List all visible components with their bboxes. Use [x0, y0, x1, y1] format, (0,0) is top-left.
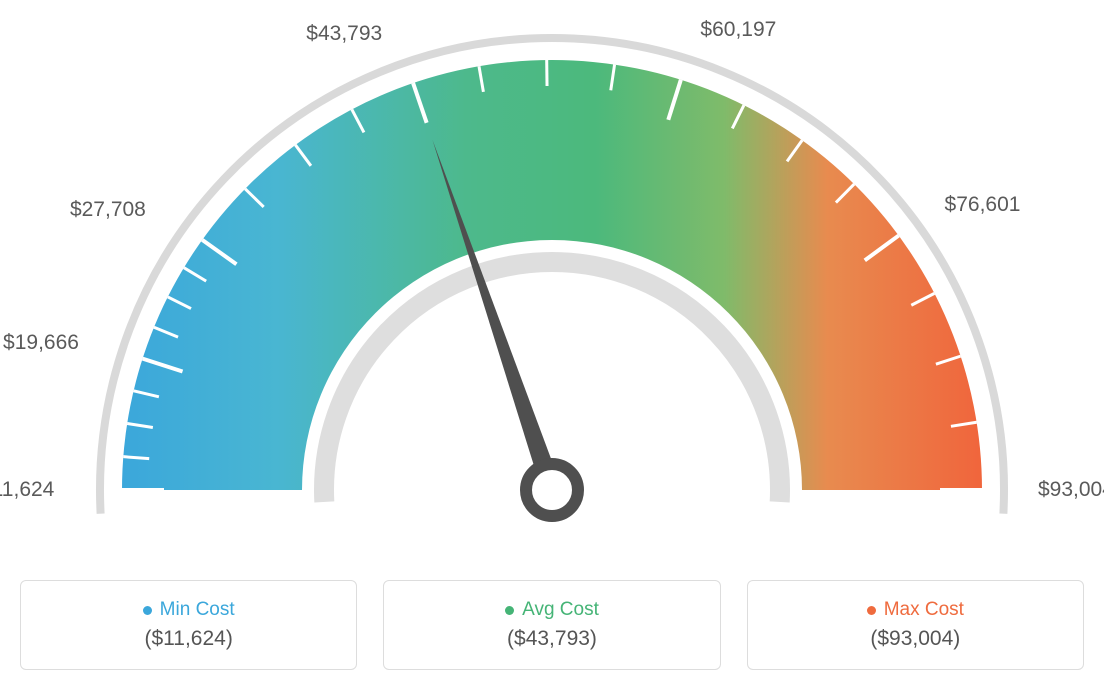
gauge-tick-label: $60,197: [700, 18, 776, 42]
legend-label: Avg Cost: [522, 599, 599, 621]
legend-box-max: Max Cost ($93,004): [747, 580, 1084, 670]
cost-gauge-container: $11,624 $19,666 $27,708 $43,793 $60,197 $76,6…: [0, 0, 1104, 690]
legend-value: ($43,793): [507, 627, 597, 651]
legend-title-min: Min Cost: [143, 599, 235, 621]
legend-title-max: Max Cost: [867, 599, 964, 621]
legend-row: Min Cost ($11,624) Avg Cost ($43,793) Ma…: [0, 572, 1104, 690]
dot-icon: [505, 606, 514, 615]
legend-label: Min Cost: [160, 599, 235, 621]
legend-label: Max Cost: [884, 599, 964, 621]
gauge-tick-label: $27,708: [70, 198, 146, 222]
legend-value: ($93,004): [870, 627, 960, 651]
legend-title-avg: Avg Cost: [505, 599, 599, 621]
dot-icon: [867, 606, 876, 615]
legend-box-avg: Avg Cost ($43,793): [383, 580, 720, 670]
gauge-tick-label: $93,004: [1038, 478, 1104, 502]
legend-value: ($11,624): [144, 627, 232, 651]
gauge-chart: $11,624 $19,666 $27,708 $43,793 $60,197 $76,6…: [0, 0, 1104, 560]
gauge-tick-label: $76,601: [945, 193, 1021, 217]
gauge-svg: [0, 0, 1104, 560]
gauge-tick-label: $11,624: [0, 478, 54, 502]
legend-box-min: Min Cost ($11,624): [20, 580, 357, 670]
gauge-tick-label: $43,793: [306, 22, 382, 46]
dot-icon: [143, 606, 152, 615]
gauge-tick-label: $19,666: [3, 331, 79, 355]
